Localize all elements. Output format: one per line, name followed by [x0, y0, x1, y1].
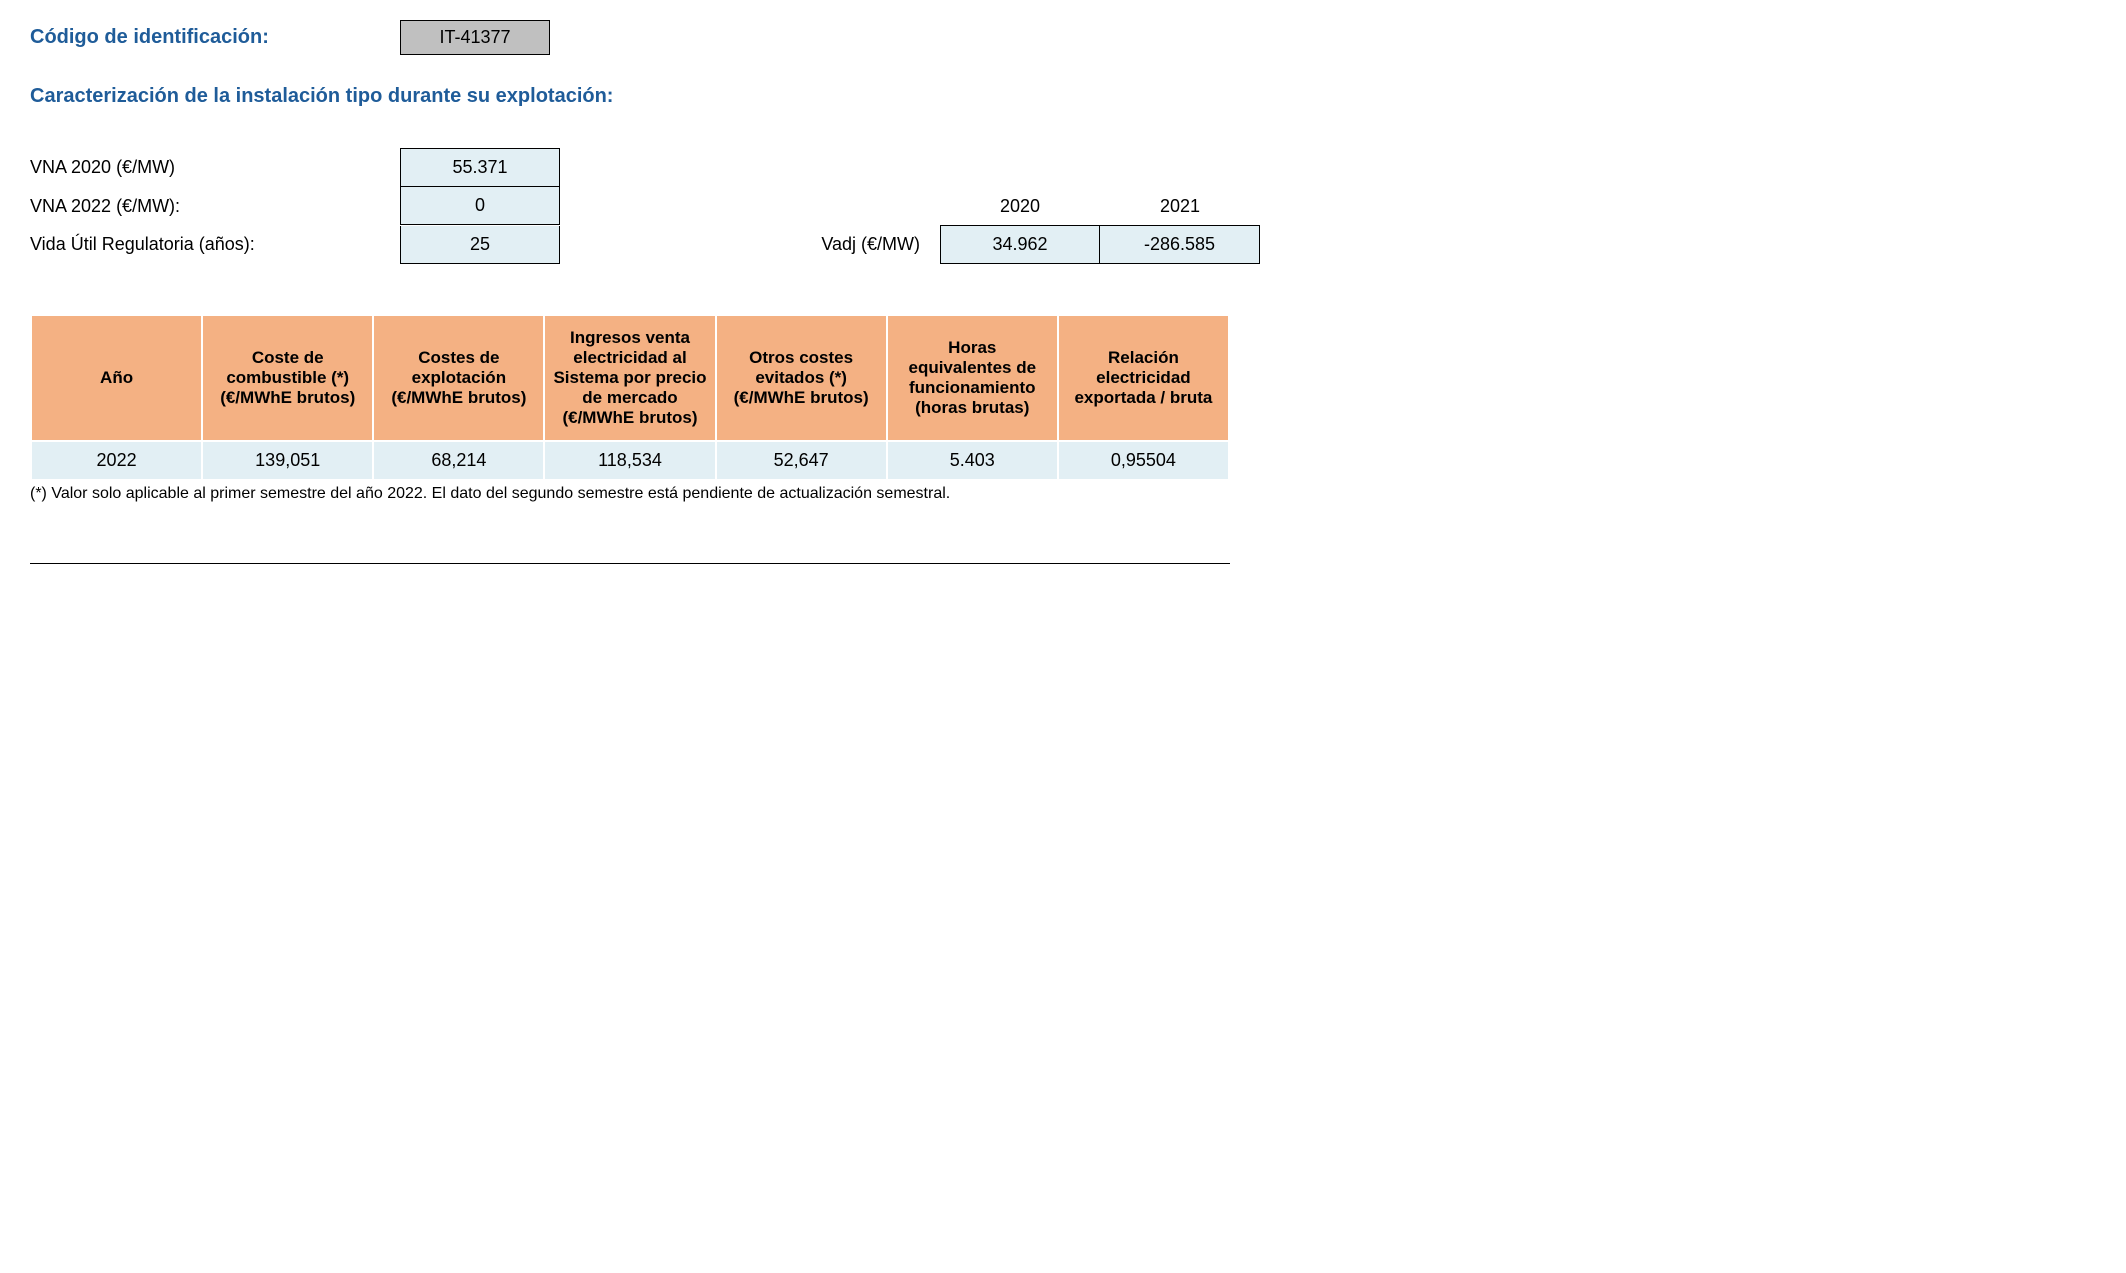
- code-value-box: IT-41377: [400, 20, 550, 55]
- exploitation-table: Año Coste de combustible (*) (€/MWhE bru…: [30, 314, 1230, 481]
- table-header-row: Año Coste de combustible (*) (€/MWhE bru…: [31, 315, 1229, 441]
- year-2021-header: 2021: [1100, 188, 1260, 225]
- vadj-2021-value: -286.585: [1100, 225, 1260, 264]
- parameters-grid: VNA 2020 (€/MW) 55.371 VNA 2022 (€/MW): …: [30, 148, 2096, 264]
- cell-avoided-costs: 52,647: [716, 441, 887, 480]
- vida-value: 25: [400, 226, 560, 264]
- col-avoided-costs: Otros costes evitados (*) (€/MWhE brutos…: [716, 315, 887, 441]
- section-divider: [30, 563, 1230, 564]
- cell-exploitation-cost: 68,214: [373, 441, 544, 480]
- year-2020-header: 2020: [940, 188, 1100, 225]
- section-title: Caracterización de la instalación tipo d…: [30, 85, 2096, 108]
- code-label: Código de identificación:: [30, 26, 400, 49]
- col-fuel-cost: Coste de combustible (*) (€/MWhE brutos): [202, 315, 373, 441]
- table-row: 2022 139,051 68,214 118,534 52,647 5.403…: [31, 441, 1229, 480]
- col-exploitation-cost: Costes de explotación (€/MWhE brutos): [373, 315, 544, 441]
- vna2022-label: VNA 2022 (€/MW):: [30, 188, 400, 225]
- cell-fuel-cost: 139,051: [202, 441, 373, 480]
- col-equiv-hours: Horas equivalentes de funcionamiento (ho…: [887, 315, 1058, 441]
- vadj-label: Vadj (€/MW): [810, 234, 940, 255]
- vadj-2020-value: 34.962: [940, 225, 1100, 264]
- footnote: (*) Valor solo aplicable al primer semes…: [30, 485, 2096, 503]
- cell-equiv-hours: 5.403: [887, 441, 1058, 480]
- identification-header: Código de identificación: IT-41377: [30, 20, 2096, 55]
- vna2020-value: 55.371: [400, 148, 560, 187]
- cell-year: 2022: [31, 441, 202, 480]
- vna2022-value: 0: [400, 187, 560, 225]
- cell-income: 118,534: [544, 441, 715, 480]
- col-year: Año: [31, 315, 202, 441]
- vna2020-label: VNA 2020 (€/MW): [30, 149, 400, 186]
- vida-label: Vida Útil Regulatoria (años):: [30, 226, 400, 263]
- col-export-ratio: Relación electricidad exportada / bruta: [1058, 315, 1229, 441]
- cell-export-ratio: 0,95504: [1058, 441, 1229, 480]
- col-income: Ingresos venta electricidad al Sistema p…: [544, 315, 715, 441]
